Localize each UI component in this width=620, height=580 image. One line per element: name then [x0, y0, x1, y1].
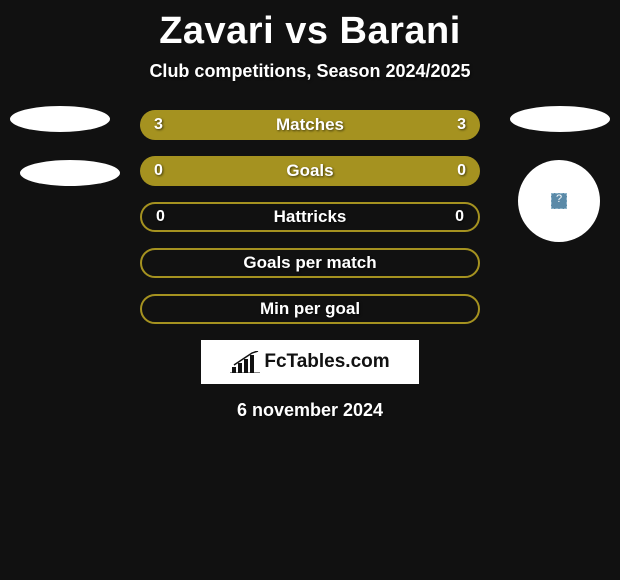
stat-right-value: 3 — [457, 116, 466, 134]
stat-left-value: 0 — [154, 162, 163, 180]
stat-label: Min per goal — [260, 299, 360, 319]
stat-label: Matches — [276, 115, 344, 135]
stat-label: Goals — [286, 161, 333, 181]
stat-right-value: 0 — [457, 162, 466, 180]
player-right-avatar-top — [510, 106, 610, 132]
stat-row-goals: 0 Goals 0 — [140, 156, 480, 186]
stat-right-value: 0 — [455, 208, 464, 226]
stats-content: 3 Matches 3 0 Goals 0 0 Hattricks 0 Goal… — [0, 110, 620, 421]
brand-inner: FcTables.com — [230, 351, 389, 373]
player-left-avatar-bottom — [20, 160, 120, 186]
bar-chart-icon — [230, 351, 260, 373]
image-placeholder-icon — [551, 193, 567, 209]
page-title: Zavari vs Barani — [0, 0, 620, 53]
subtitle: Club competitions, Season 2024/2025 — [0, 61, 620, 82]
stat-left-value: 3 — [154, 116, 163, 134]
brand-box[interactable]: FcTables.com — [201, 340, 419, 384]
stat-row-hattricks: 0 Hattricks 0 — [140, 202, 480, 232]
stat-row-matches: 3 Matches 3 — [140, 110, 480, 140]
stat-label: Goals per match — [243, 253, 376, 273]
stat-label: Hattricks — [274, 207, 347, 227]
stat-left-value: 0 — [156, 208, 165, 226]
brand-text: FcTables.com — [264, 351, 389, 373]
stat-row-min-per-goal: Min per goal — [140, 294, 480, 324]
player-right-avatar-circle — [518, 160, 600, 242]
footer-date: 6 november 2024 — [0, 400, 620, 421]
player-left-avatar-top — [10, 106, 110, 132]
stat-row-goals-per-match: Goals per match — [140, 248, 480, 278]
